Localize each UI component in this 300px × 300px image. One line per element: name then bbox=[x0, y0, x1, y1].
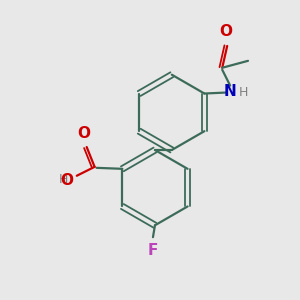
Text: O: O bbox=[220, 24, 233, 39]
Text: F: F bbox=[148, 243, 158, 258]
Text: O: O bbox=[60, 173, 73, 188]
Text: O: O bbox=[77, 126, 90, 141]
Text: H: H bbox=[58, 173, 68, 186]
Text: N: N bbox=[224, 84, 236, 99]
Text: H: H bbox=[239, 86, 248, 99]
